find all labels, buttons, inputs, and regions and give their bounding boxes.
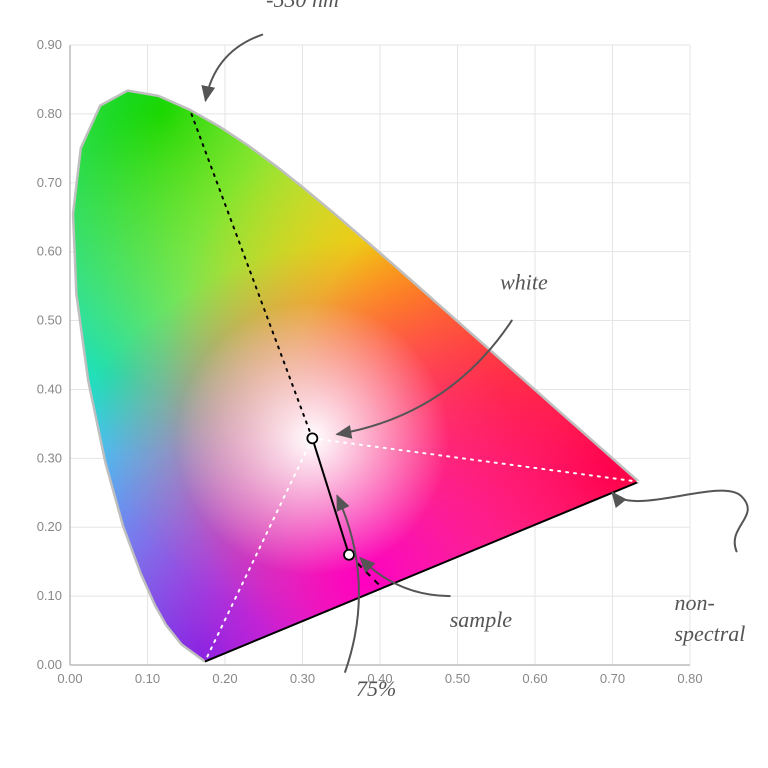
x-tick-label: 0.30 — [290, 671, 315, 686]
label-530nm: -530 nm — [266, 0, 339, 12]
y-tick-label: 0.30 — [37, 450, 62, 465]
x-tick-label: 0.00 — [57, 671, 82, 686]
white-point-marker — [307, 433, 317, 443]
y-tick-label: 0.60 — [37, 244, 62, 259]
label-nonspectral-2: spectral — [675, 621, 746, 646]
y-tick-label: 0.00 — [37, 657, 62, 672]
x-tick-label: 0.70 — [600, 671, 625, 686]
x-tick-label: 0.80 — [677, 671, 702, 686]
y-tick-label: 0.80 — [37, 106, 62, 121]
cie-chromaticity-chart: 0.00 0.10 0.20 0.30 0.40 0.50 0.60 0.70 0.80 0.00… — [0, 0, 768, 768]
x-tick-label: 0.50 — [445, 671, 470, 686]
y-tick-label: 0.90 — [37, 37, 62, 52]
y-tick-label: 0.50 — [37, 313, 62, 328]
y-tick-label: 0.10 — [37, 588, 62, 603]
x-tick-label: 0.20 — [212, 671, 237, 686]
y-tick-label: 0.20 — [37, 519, 62, 534]
x-tick-label: 0.60 — [522, 671, 547, 686]
label-nonspectral-1: non- — [675, 590, 715, 615]
sample-point-marker — [344, 550, 354, 560]
y-tick-label: 0.40 — [37, 381, 62, 396]
x-tick-label: 0.10 — [135, 671, 160, 686]
label-white: white — [500, 270, 548, 295]
label-sample: sample — [450, 607, 513, 632]
label-75pct: 75% — [356, 676, 396, 701]
y-tick-label: 0.70 — [37, 175, 62, 190]
